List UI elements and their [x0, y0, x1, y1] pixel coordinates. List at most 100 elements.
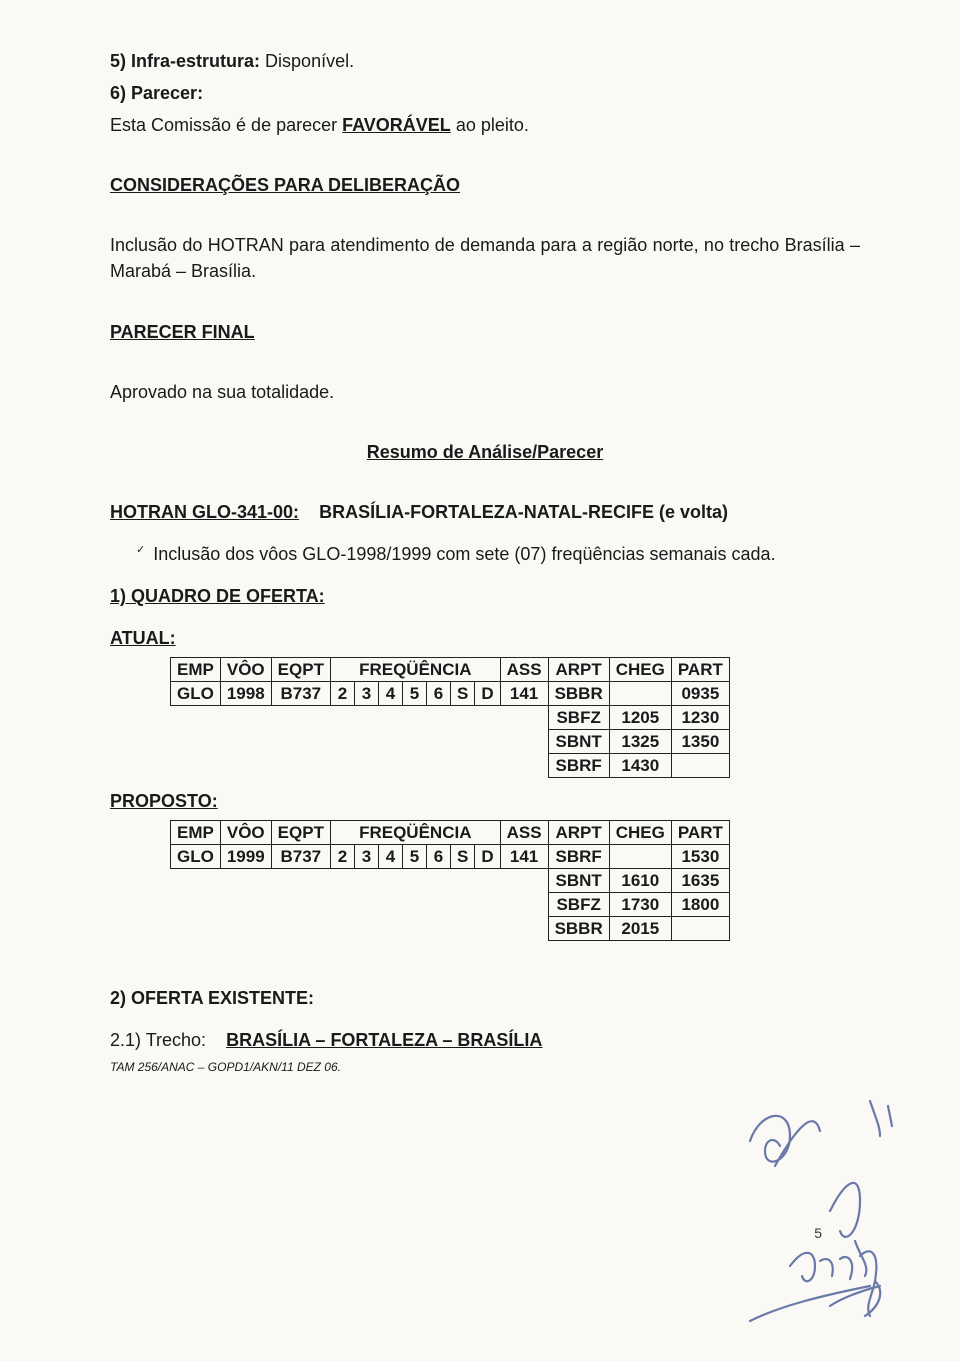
cell-emp: GLO [171, 845, 221, 869]
cell-emp: GLO [171, 682, 221, 706]
cell-cheg [609, 682, 671, 706]
cell-freq: S [450, 845, 474, 869]
table-row: SBNT16101635 [171, 869, 730, 893]
cell-part: 1230 [671, 706, 729, 730]
item-6-label: 6) Parecer: [110, 80, 860, 106]
cell-arpt: SBFZ [548, 893, 609, 917]
parecer-final-title: PARECER FINAL [110, 319, 860, 345]
th-emp: EMP [171, 821, 221, 845]
cell-freq: 3 [354, 845, 378, 869]
cell-freq: 2 [330, 845, 354, 869]
th-part: PART [671, 821, 729, 845]
checkmark-icon: ✓ [136, 544, 145, 556]
document-page: 5) Infra-estrutura: Disponível. 6) Parec… [0, 0, 960, 1361]
th-emp: EMP [171, 658, 221, 682]
cell-cheg: 1325 [609, 730, 671, 754]
proposto-table: EMPVÔOEQPTFREQÜÊNCIAASSARPTCHEGPARTGLO19… [170, 820, 730, 941]
cell-empty [171, 706, 549, 730]
proposto-label: PROPOSTO: [110, 788, 860, 814]
resumo-title: Resumo de Análise/Parecer [110, 439, 860, 465]
cell-arpt: SBFZ [548, 706, 609, 730]
th-eqpt: EQPT [271, 821, 330, 845]
cell-part [671, 917, 729, 941]
table-header-row: EMPVÔOEQPTFREQÜÊNCIAASSARPTCHEGPART [171, 658, 730, 682]
cell-freq: 6 [426, 682, 450, 706]
cell-eqpt: B737 [271, 682, 330, 706]
th-freq: FREQÜÊNCIA [330, 658, 500, 682]
cell-part: 1530 [671, 845, 729, 869]
cell-freq: 4 [378, 682, 402, 706]
cell-part: 1350 [671, 730, 729, 754]
cell-arpt: SBNT [548, 869, 609, 893]
table-row: SBFZ17301800 [171, 893, 730, 917]
hotran-row: HOTRAN GLO-341-00: BRASÍLIA-FORTALEZA-NA… [110, 499, 860, 525]
table-header-row: EMPVÔOEQPTFREQÜÊNCIAASSARPTCHEGPART [171, 821, 730, 845]
cell-cheg: 1730 [609, 893, 671, 917]
page-number: 5 [814, 1225, 822, 1241]
cell-cheg [609, 845, 671, 869]
oferta-existente-title: 2) OFERTA EXISTENTE: [110, 985, 860, 1011]
table-row: SBBR2015 [171, 917, 730, 941]
th-cheg: CHEG [609, 658, 671, 682]
cell-part: 1800 [671, 893, 729, 917]
cell-ass: 141 [500, 845, 548, 869]
parecer-final-body: Aprovado na sua totalidade. [110, 379, 860, 405]
cell-empty [171, 917, 549, 941]
th-voo: VÔO [220, 658, 271, 682]
cell-freq: 4 [378, 845, 402, 869]
cell-freq: 6 [426, 845, 450, 869]
cell-arpt: SBNT [548, 730, 609, 754]
cell-cheg: 1610 [609, 869, 671, 893]
trecho-value: BRASÍLIA – FORTALEZA – BRASÍLIA [226, 1030, 542, 1050]
item-5-label: 5) Infra-estrutura: [110, 51, 260, 71]
table-row: GLO1998B73723456SD141SBBR0935 [171, 682, 730, 706]
parecer-word: FAVORÁVEL [342, 115, 451, 135]
th-arpt: ARPT [548, 658, 609, 682]
consideracoes-body: Inclusão do HOTRAN para atendimento de d… [110, 232, 860, 284]
th-eqpt: EQPT [271, 658, 330, 682]
cell-part [671, 754, 729, 778]
table-row: SBFZ12051230 [171, 706, 730, 730]
th-ass: ASS [500, 658, 548, 682]
cell-part: 1635 [671, 869, 729, 893]
cell-empty [171, 730, 549, 754]
cell-arpt: SBBR [548, 917, 609, 941]
th-cheg: CHEG [609, 821, 671, 845]
consideracoes-title: CONSIDERAÇÕES PARA DELIBERAÇÃO [110, 172, 860, 198]
table-row: SBNT13251350 [171, 730, 730, 754]
th-freq: FREQÜÊNCIA [330, 821, 500, 845]
th-arpt: ARPT [548, 821, 609, 845]
hotran-label: HOTRAN GLO-341-00: [110, 502, 299, 522]
footer-reference: TAM 256/ANAC – GOPD1/AKN/11 DEZ 06. [110, 1060, 860, 1074]
cell-cheg: 1205 [609, 706, 671, 730]
cell-empty [171, 893, 549, 917]
th-part: PART [671, 658, 729, 682]
table-row: SBRF1430 [171, 754, 730, 778]
hotran-value: BRASÍLIA-FORTALEZA-NATAL-RECIFE (e volta… [319, 502, 728, 522]
cell-freq: 3 [354, 682, 378, 706]
hotran-sub: ✓Inclusão dos vôos GLO-1998/1999 com set… [110, 541, 860, 567]
cell-freq: 5 [402, 845, 426, 869]
cell-arpt: SBRF [548, 754, 609, 778]
cell-arpt: SBRF [548, 845, 609, 869]
cell-freq: 5 [402, 682, 426, 706]
cell-empty [171, 754, 549, 778]
cell-empty [171, 869, 549, 893]
parecer-line: Esta Comissão é de parecer FAVORÁVEL ao … [110, 112, 860, 138]
cell-freq: D [475, 682, 500, 706]
parecer-prefix: Esta Comissão é de parecer [110, 115, 342, 135]
trecho-row: 2.1) Trecho: BRASÍLIA – FORTALEZA – BRAS… [110, 1027, 860, 1053]
quadro-title: 1) QUADRO DE OFERTA: [110, 583, 860, 609]
trecho-label: 2.1) Trecho: [110, 1030, 206, 1050]
signature-scribbles [720, 1081, 930, 1331]
cell-voo: 1998 [220, 682, 271, 706]
cell-part: 0935 [671, 682, 729, 706]
th-ass: ASS [500, 821, 548, 845]
atual-label: ATUAL: [110, 625, 860, 651]
cell-voo: 1999 [220, 845, 271, 869]
item-5: 5) Infra-estrutura: Disponível. [110, 48, 860, 74]
item-5-value: Disponível. [265, 51, 354, 71]
parecer-suffix: ao pleito. [451, 115, 529, 135]
cell-freq: S [450, 682, 474, 706]
cell-freq: D [475, 845, 500, 869]
